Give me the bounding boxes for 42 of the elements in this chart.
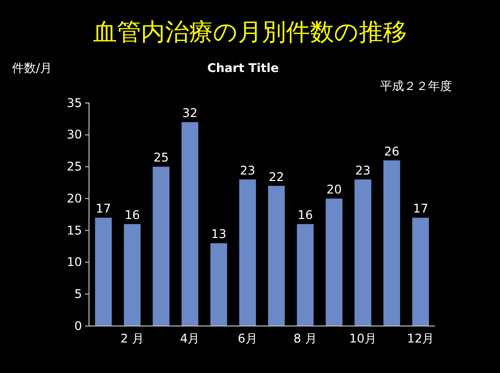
y-tick-label: 30 (66, 128, 82, 142)
x-tick-label: 2 月 (120, 332, 144, 346)
x-tick-label: 8 月 (294, 332, 317, 346)
y-tick-label: 20 (66, 191, 82, 206)
y-tick-label: 10 (66, 255, 82, 270)
bar (268, 186, 285, 326)
data-label: 26 (384, 144, 400, 158)
bar (354, 179, 372, 326)
data-label: 17 (96, 202, 112, 216)
data-label: 20 (326, 182, 342, 197)
bar (412, 218, 429, 326)
chart-title: 血管内治療の月別件数の推移 (93, 18, 407, 46)
chart-subtitle: Chart Title (207, 61, 279, 75)
bar (210, 243, 228, 326)
data-label: 32 (182, 106, 198, 120)
bar (124, 224, 141, 326)
y-tick-label: 15 (66, 223, 82, 238)
data-label: 23 (240, 163, 256, 178)
bar (383, 160, 400, 326)
data-label: 16 (124, 208, 140, 222)
bar (326, 198, 342, 326)
y-tick-label: 25 (66, 160, 82, 174)
data-label: 23 (355, 163, 371, 178)
bar (182, 122, 198, 326)
data-label: 17 (412, 202, 428, 216)
x-tick-label: 6月 (238, 332, 258, 346)
x-tick-label: 12月 (406, 332, 434, 346)
y-axis-title: 件数/月 (12, 61, 52, 75)
y-tick-label: 0 (74, 318, 82, 333)
bar (239, 179, 256, 326)
y-tick-label: 5 (74, 286, 82, 301)
bar (152, 166, 170, 326)
bar (95, 218, 112, 326)
x-tick-label: 10月 (349, 332, 377, 346)
x-tick-label: 4月 (180, 332, 200, 346)
text: 平成２２年度 (380, 79, 452, 93)
data-label: 16 (298, 208, 313, 222)
data-label: 25 (153, 150, 169, 165)
y-tick-label: 35 (66, 96, 82, 110)
data-label: 13 (211, 227, 226, 242)
bar (296, 224, 314, 326)
data-label: 22 (268, 170, 284, 184)
